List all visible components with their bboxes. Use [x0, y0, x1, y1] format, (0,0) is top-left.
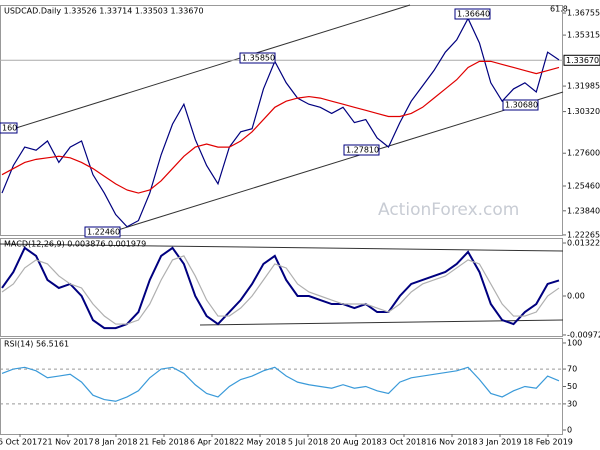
y-tick-label: 1.27600 [567, 149, 600, 158]
x-tick-label: 22 May 2018 [234, 438, 286, 447]
x-tick-label: 18 Feb 2019 [523, 438, 573, 447]
y-tick-label: 0.013224 [567, 238, 600, 247]
level-label: 61.8 [550, 5, 568, 14]
annotation-label: 1.36640 [457, 10, 490, 19]
series-line [1, 255, 560, 325]
x-tick-label: 20 Aug 2018 [330, 438, 381, 447]
y-tick-label: 100 [567, 338, 582, 347]
y-tick-label: 1.25460 [567, 181, 600, 190]
annotation-label: 1.35850 [242, 54, 275, 63]
macd-channel-upper [0, 243, 564, 252]
x-tick-label: 21 Nov 2017 [42, 438, 93, 447]
annotation-label: 160 [2, 124, 17, 133]
channel-upper [0, 4, 411, 134]
x-tick-label: 16 Nov 2018 [426, 438, 477, 447]
macd-title: MACD(12,26,9) 0.003876 0.001979 [4, 240, 146, 249]
price-title: USDCAD.Daily 1.33526 1.33714 1.33503 1.3… [4, 7, 204, 16]
x-tick-label: 6 Apr 2018 [190, 438, 234, 447]
y-tick-label: 30 [567, 399, 577, 408]
annotation-box [454, 8, 491, 20]
macd-panel [0, 238, 563, 337]
rsi-panel [0, 338, 563, 435]
x-tick-label: 5 Jul 2018 [288, 438, 328, 447]
annotation-box [0, 122, 18, 134]
rsi-title: RSI(14) 56.5161 [4, 340, 69, 349]
x-tick-label: 3 Oct 2018 [382, 438, 426, 447]
y-tick-label: 1.35315 [567, 31, 600, 40]
y-tick-label: 50 [567, 382, 577, 391]
x-tick-label: 21 Feb 2018 [139, 438, 189, 447]
annotation-label: 1.22460 [87, 228, 120, 237]
last-price-box [563, 54, 600, 66]
watermark: ActionForex.com [378, 200, 519, 220]
x-tick-label: 8 Jan 2018 [95, 438, 138, 447]
annotation-box [502, 99, 539, 111]
y-tick-label: 1.36755 [567, 9, 600, 18]
series-line [1, 366, 560, 402]
annotation-label: 1.30680 [505, 101, 538, 110]
annotation-box [84, 226, 121, 238]
series-line [1, 246, 560, 330]
y-tick-label: 1.22265 [567, 230, 600, 239]
channel-lower [117, 91, 564, 231]
y-tick-label: 0.00 [567, 291, 585, 300]
y-tick-label: 70 [567, 365, 577, 374]
x-tick-label: 3 Jan 2019 [479, 438, 522, 447]
last-price-label: 1.33670 [566, 56, 599, 65]
y-tick-label: 1.31985 [567, 82, 600, 91]
y-tick-label: -0.009721 [567, 330, 600, 339]
y-tick-label: 0 [567, 425, 572, 434]
price-panel [0, 5, 563, 236]
x-tick-label: 6 Oct 2017 [0, 438, 42, 447]
series-line [1, 60, 560, 194]
annotation-label: 1.27810 [346, 146, 379, 155]
annotation-box [343, 144, 380, 156]
series-line [1, 17, 560, 228]
y-tick-label: 1.23840 [567, 206, 600, 215]
y-tick-label: 1.30320 [567, 107, 600, 116]
annotation-box [239, 52, 276, 64]
